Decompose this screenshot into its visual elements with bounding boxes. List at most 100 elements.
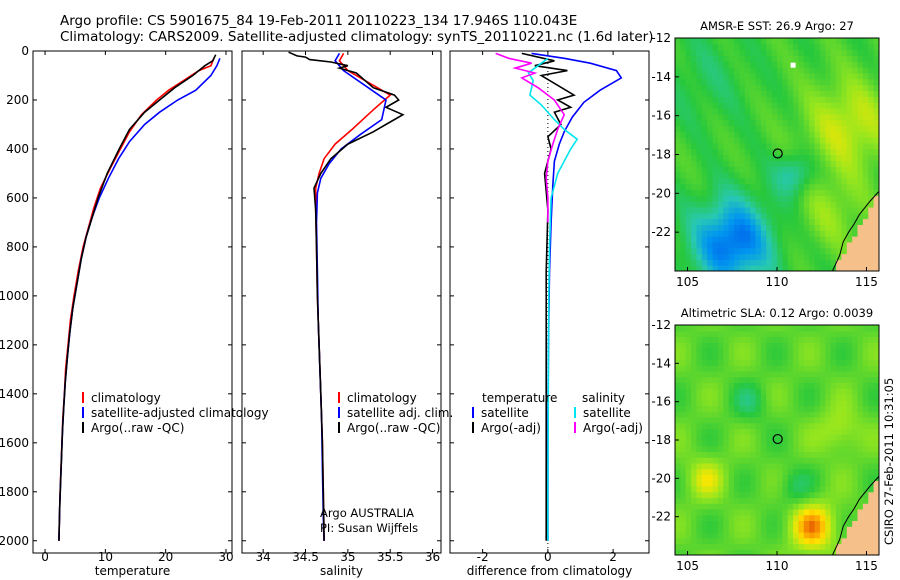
map-cell: [734, 537, 741, 545]
series-group: [288, 51, 405, 541]
map-cell: [787, 236, 794, 243]
map-cell: [701, 491, 708, 499]
map-cell: [771, 371, 778, 378]
map-cell: [766, 388, 773, 395]
map-cell: [857, 38, 864, 45]
map-cell: [712, 549, 719, 555]
map-cell: [787, 230, 794, 237]
map-cell: [787, 131, 794, 138]
map-cell: [852, 236, 859, 243]
map-cell: [755, 230, 762, 237]
map-cell: [723, 422, 730, 430]
map-cell: [728, 125, 735, 132]
map-cell: [830, 113, 837, 121]
series-line-satellite-adjusted-climatology: [58, 57, 221, 541]
map-cell: [857, 212, 864, 220]
map-cell: [707, 491, 714, 499]
map-cell: [777, 468, 783, 475]
map-cell: [675, 177, 681, 185]
map-cell: [787, 388, 794, 395]
map-cell: [766, 55, 773, 62]
map-cell: [841, 177, 848, 185]
map-cell: [782, 394, 789, 401]
map-cell: [819, 107, 826, 115]
map-cell: [739, 137, 746, 144]
map-cell: [717, 154, 724, 161]
map-cell: [771, 434, 778, 441]
map-cell: [798, 224, 805, 231]
map-cell: [825, 382, 832, 389]
map-cell: [717, 491, 724, 499]
map-cell: [787, 107, 794, 115]
map-cell: [873, 428, 879, 435]
map-cell: [841, 247, 848, 255]
map-cell: [675, 486, 681, 493]
map-cell: [857, 142, 864, 150]
map-cell: [798, 399, 805, 406]
map-cell: [782, 376, 789, 383]
map-cell: [841, 348, 848, 355]
map-cell: [825, 212, 832, 220]
map-cell: [680, 195, 687, 202]
map-cell: [852, 371, 859, 378]
map-cell: [879, 230, 885, 236]
map-cell: [836, 399, 843, 406]
map-cell: [841, 183, 848, 190]
map-cell: [744, 137, 751, 144]
map-cell: [717, 201, 724, 208]
map-cell: [830, 457, 837, 464]
map-cell: [707, 405, 714, 412]
map-cell: [841, 411, 848, 418]
map-cell: [868, 49, 875, 56]
map-cell: [857, 376, 864, 383]
map-cell: [857, 49, 864, 56]
map-cell: [814, 480, 821, 487]
map-cell: [750, 154, 757, 161]
map-cell: [825, 376, 832, 383]
map-cell: [819, 38, 826, 45]
map-cell: [868, 399, 875, 406]
map-cell: [862, 497, 869, 504]
map-cell: [680, 247, 687, 255]
map-cell: [717, 336, 724, 343]
map-cell: [819, 359, 826, 366]
map-cell: [744, 102, 751, 109]
map-cell: [868, 382, 875, 389]
map-cell: [707, 549, 714, 555]
map-cell: [723, 253, 730, 260]
map-cell: [798, 497, 805, 504]
map-cell: [728, 532, 735, 539]
map-cell: [717, 342, 724, 349]
map-cell: [787, 206, 794, 214]
map-cell: [819, 520, 826, 527]
map-cell: [782, 325, 789, 332]
map-cell: [873, 325, 879, 332]
map-cell: [680, 131, 687, 138]
map-cell: [777, 78, 783, 86]
map-cell: [852, 201, 859, 208]
map-cell: [852, 43, 859, 51]
map-cell: [712, 78, 719, 86]
map-cell: [712, 417, 719, 424]
map-cell: [675, 399, 681, 406]
map-cell: [777, 119, 783, 126]
map-cell: [691, 526, 698, 533]
map-cell: [760, 468, 767, 475]
map-cell: [857, 353, 864, 360]
map-cell: [766, 371, 773, 378]
map-cell: [852, 405, 859, 412]
map-cell: [680, 102, 687, 109]
map-cell: [803, 148, 810, 156]
map-cell: [803, 348, 810, 355]
map-cell: [691, 230, 698, 237]
map-cell: [675, 90, 681, 97]
map-cell: [685, 503, 692, 510]
map-cell: [701, 394, 708, 401]
map-cell: [830, 72, 837, 80]
map-cell: [814, 451, 821, 458]
map-cell: [857, 526, 864, 533]
map-cell: [691, 503, 698, 510]
map-cell: [809, 206, 816, 214]
map-cell: [675, 388, 681, 395]
map-cell: [873, 348, 879, 355]
